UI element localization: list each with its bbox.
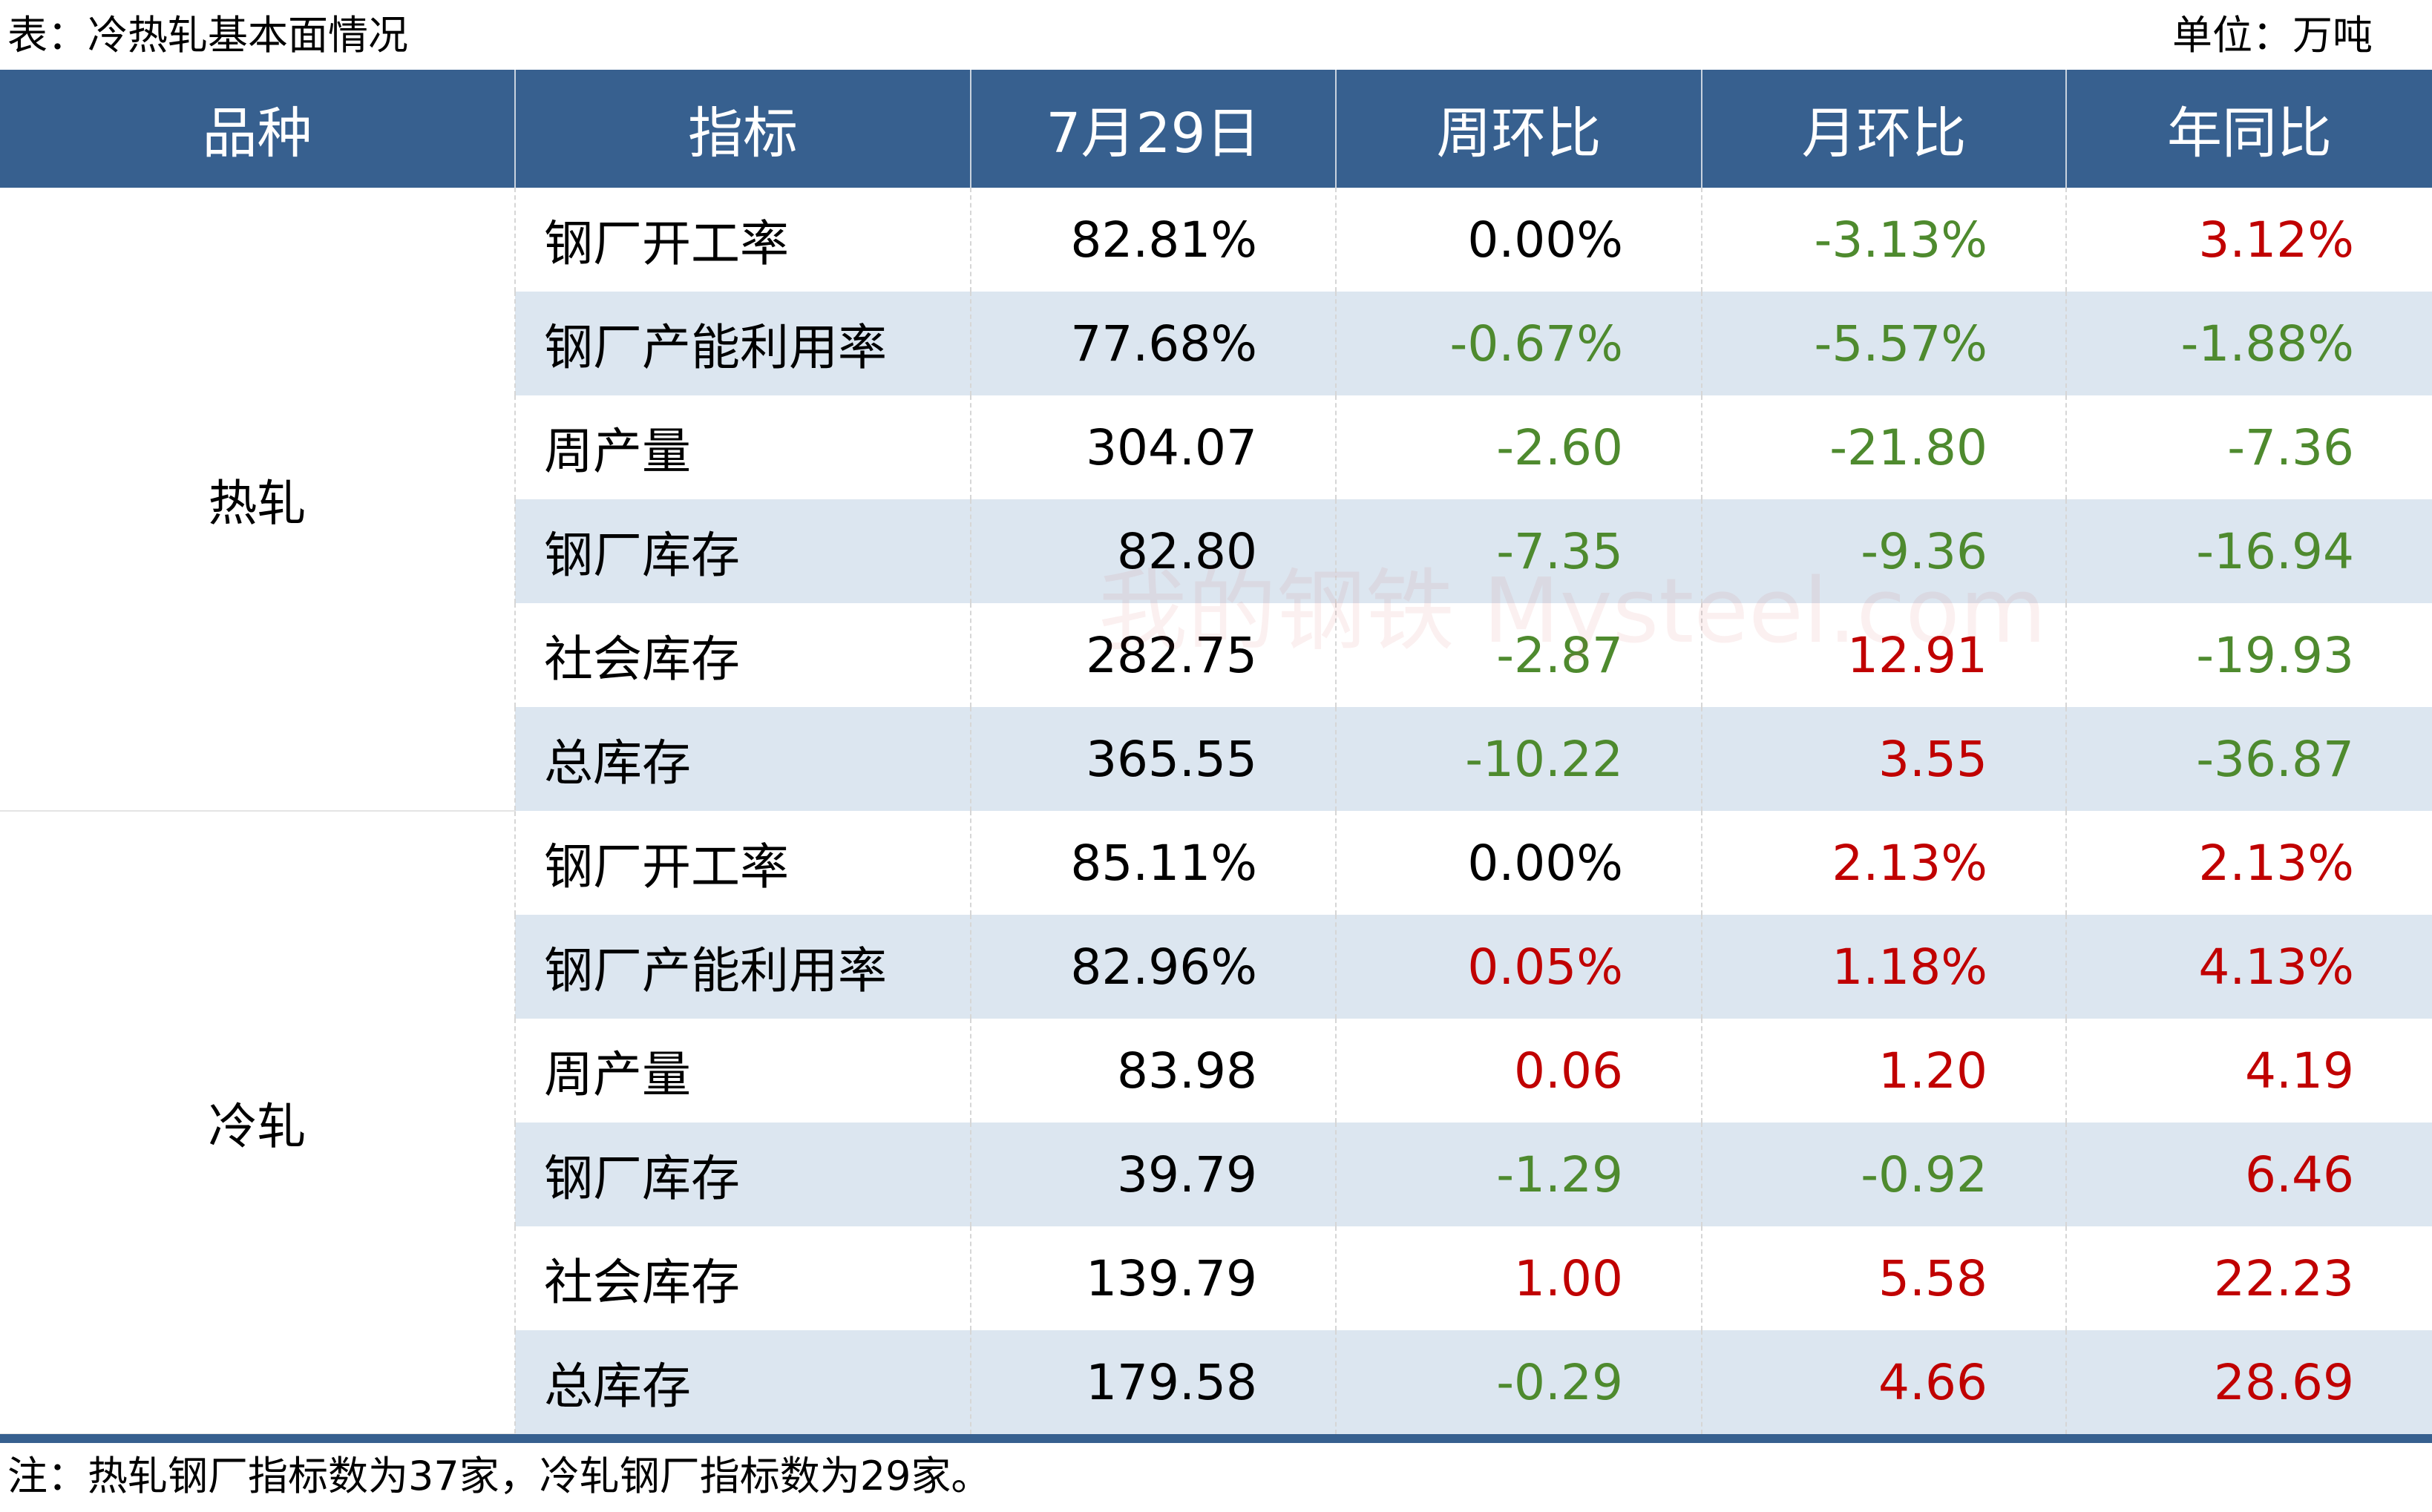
- wow-cell: 0.00%: [1335, 188, 1702, 292]
- value-cell: 365.55: [970, 707, 1336, 811]
- table-row: 社会库存 282.75 -2.87 12.91 -19.93: [0, 603, 2432, 707]
- mom-cell: -9.36: [1701, 499, 2066, 603]
- variety-cell: 热轧: [0, 188, 515, 812]
- table-row: 钢厂产能利用率 82.96% 0.05% 1.18% 4.13%: [0, 915, 2432, 1019]
- indicator-cell: 钢厂开工率: [514, 811, 971, 915]
- indicator-cell: 钢厂产能利用率: [514, 915, 971, 1019]
- yoy-cell: 3.12%: [2065, 188, 2432, 292]
- header-mom: 月环比: [1701, 70, 2066, 188]
- wow-cell: -1.29: [1335, 1123, 1702, 1226]
- yoy-cell: 28.69: [2065, 1330, 2432, 1434]
- wow-cell: 0.00%: [1335, 811, 1702, 915]
- header-variety: 品种: [0, 70, 515, 188]
- yoy-cell: -7.36: [2065, 395, 2432, 499]
- table-row: 钢厂库存 39.79 -1.29 -0.92 6.46: [0, 1123, 2432, 1226]
- table-row: 热轧 钢厂开工率 82.81% 0.00% -3.13% 3.12%: [0, 188, 2432, 812]
- indicator-cell: 社会库存: [514, 1226, 971, 1330]
- header-row: 品种 指标 7月29日 周环比 月环比 年同比: [0, 70, 2432, 188]
- indicator-cell: 周产量: [514, 1019, 971, 1123]
- table-row: 钢厂库存 82.80 -7.35 -9.36 -16.94: [0, 499, 2432, 603]
- mom-cell: 5.58: [1701, 1226, 2066, 1330]
- wow-cell: -2.60: [1335, 395, 1702, 499]
- yoy-cell: -19.93: [2065, 603, 2432, 707]
- mom-cell: 3.55: [1701, 707, 2066, 811]
- mom-cell: 4.66: [1701, 1330, 2066, 1434]
- table-row: 总库存 365.55 -10.22 3.55 -36.87: [0, 707, 2432, 811]
- value-cell: 77.68%: [970, 292, 1336, 395]
- mom-cell: -5.57%: [1701, 292, 2066, 395]
- wow-cell: -2.87: [1335, 603, 1702, 707]
- value-cell: 85.11%: [970, 811, 1336, 915]
- indicator-cell: 钢厂产能利用率: [514, 292, 971, 395]
- yoy-cell: -36.87: [2065, 707, 2432, 811]
- table-row: 钢厂产能利用率 77.68% -0.67% -5.57% -1.88%: [0, 292, 2432, 395]
- header-date: 7月29日: [970, 70, 1336, 188]
- value-cell: 82.96%: [970, 915, 1336, 1019]
- indicator-cell: 钢厂开工率: [514, 188, 971, 292]
- yoy-cell: -16.94: [2065, 499, 2432, 603]
- table-row: 周产量 304.07 -2.60 -21.80 -7.36: [0, 395, 2432, 499]
- indicator-cell: 总库存: [514, 1330, 971, 1434]
- value-cell: 83.98: [970, 1019, 1336, 1123]
- table-title: 表：冷热轧基本面情况: [7, 12, 408, 59]
- indicator-cell: 总库存: [514, 707, 971, 811]
- mom-cell: 1.18%: [1701, 915, 2066, 1019]
- unit-label: 单位：万吨: [2172, 12, 2373, 59]
- yoy-cell: -1.88%: [2065, 292, 2432, 395]
- value-cell: 82.81%: [970, 188, 1336, 292]
- table-row: 社会库存 139.79 1.00 5.58 22.23: [0, 1226, 2432, 1330]
- yoy-cell: 6.46: [2065, 1123, 2432, 1226]
- wow-cell: 0.05%: [1335, 915, 1702, 1019]
- mom-cell: -21.80: [1701, 395, 2066, 499]
- indicator-cell: 周产量: [514, 395, 971, 499]
- wow-cell: 1.00: [1335, 1226, 1702, 1330]
- wow-cell: -0.29: [1335, 1330, 1702, 1434]
- indicator-cell: 钢厂库存: [514, 1123, 971, 1226]
- value-cell: 282.75: [970, 603, 1336, 707]
- yoy-cell: 22.23: [2065, 1226, 2432, 1330]
- mom-cell: 1.20: [1701, 1019, 2066, 1123]
- value-cell: 82.80: [970, 499, 1336, 603]
- yoy-cell: 2.13%: [2065, 811, 2432, 915]
- header-wow: 周环比: [1335, 70, 1702, 188]
- table-row: 总库存 179.58 -0.29 4.66 28.69: [0, 1330, 2432, 1434]
- footnote: 注：热轧钢厂指标数为37家，冷轧钢厂指标数为29家。: [7, 1453, 992, 1499]
- wow-cell: -0.67%: [1335, 292, 1702, 395]
- wow-cell: 0.06: [1335, 1019, 1702, 1123]
- table-bottom-border: [0, 1434, 2432, 1443]
- mom-cell: -0.92: [1701, 1123, 2066, 1226]
- variety-cell: 冷轧: [0, 811, 515, 1435]
- value-cell: 139.79: [970, 1226, 1336, 1330]
- wow-cell: -7.35: [1335, 499, 1702, 603]
- yoy-cell: 4.19: [2065, 1019, 2432, 1123]
- header-indicator: 指标: [514, 70, 971, 188]
- header-yoy: 年同比: [2065, 70, 2432, 188]
- indicator-cell: 社会库存: [514, 603, 971, 707]
- yoy-cell: 4.13%: [2065, 915, 2432, 1019]
- value-cell: 304.07: [970, 395, 1336, 499]
- wow-cell: -10.22: [1335, 707, 1702, 811]
- value-cell: 39.79: [970, 1123, 1336, 1226]
- mom-cell: 12.91: [1701, 603, 2066, 707]
- indicator-cell: 钢厂库存: [514, 499, 971, 603]
- table-row: 周产量 83.98 0.06 1.20 4.19: [0, 1019, 2432, 1123]
- table-row: 冷轧 钢厂开工率 85.11% 0.00% 2.13% 2.13%: [0, 811, 2432, 1435]
- mom-cell: 2.13%: [1701, 811, 2066, 915]
- mom-cell: -3.13%: [1701, 188, 2066, 292]
- value-cell: 179.58: [970, 1330, 1336, 1434]
- fundamentals-table: 品种 指标 7月29日 周环比 月环比 年同比 热轧 钢厂开工率 82.81% 0.0…: [0, 70, 2432, 1435]
